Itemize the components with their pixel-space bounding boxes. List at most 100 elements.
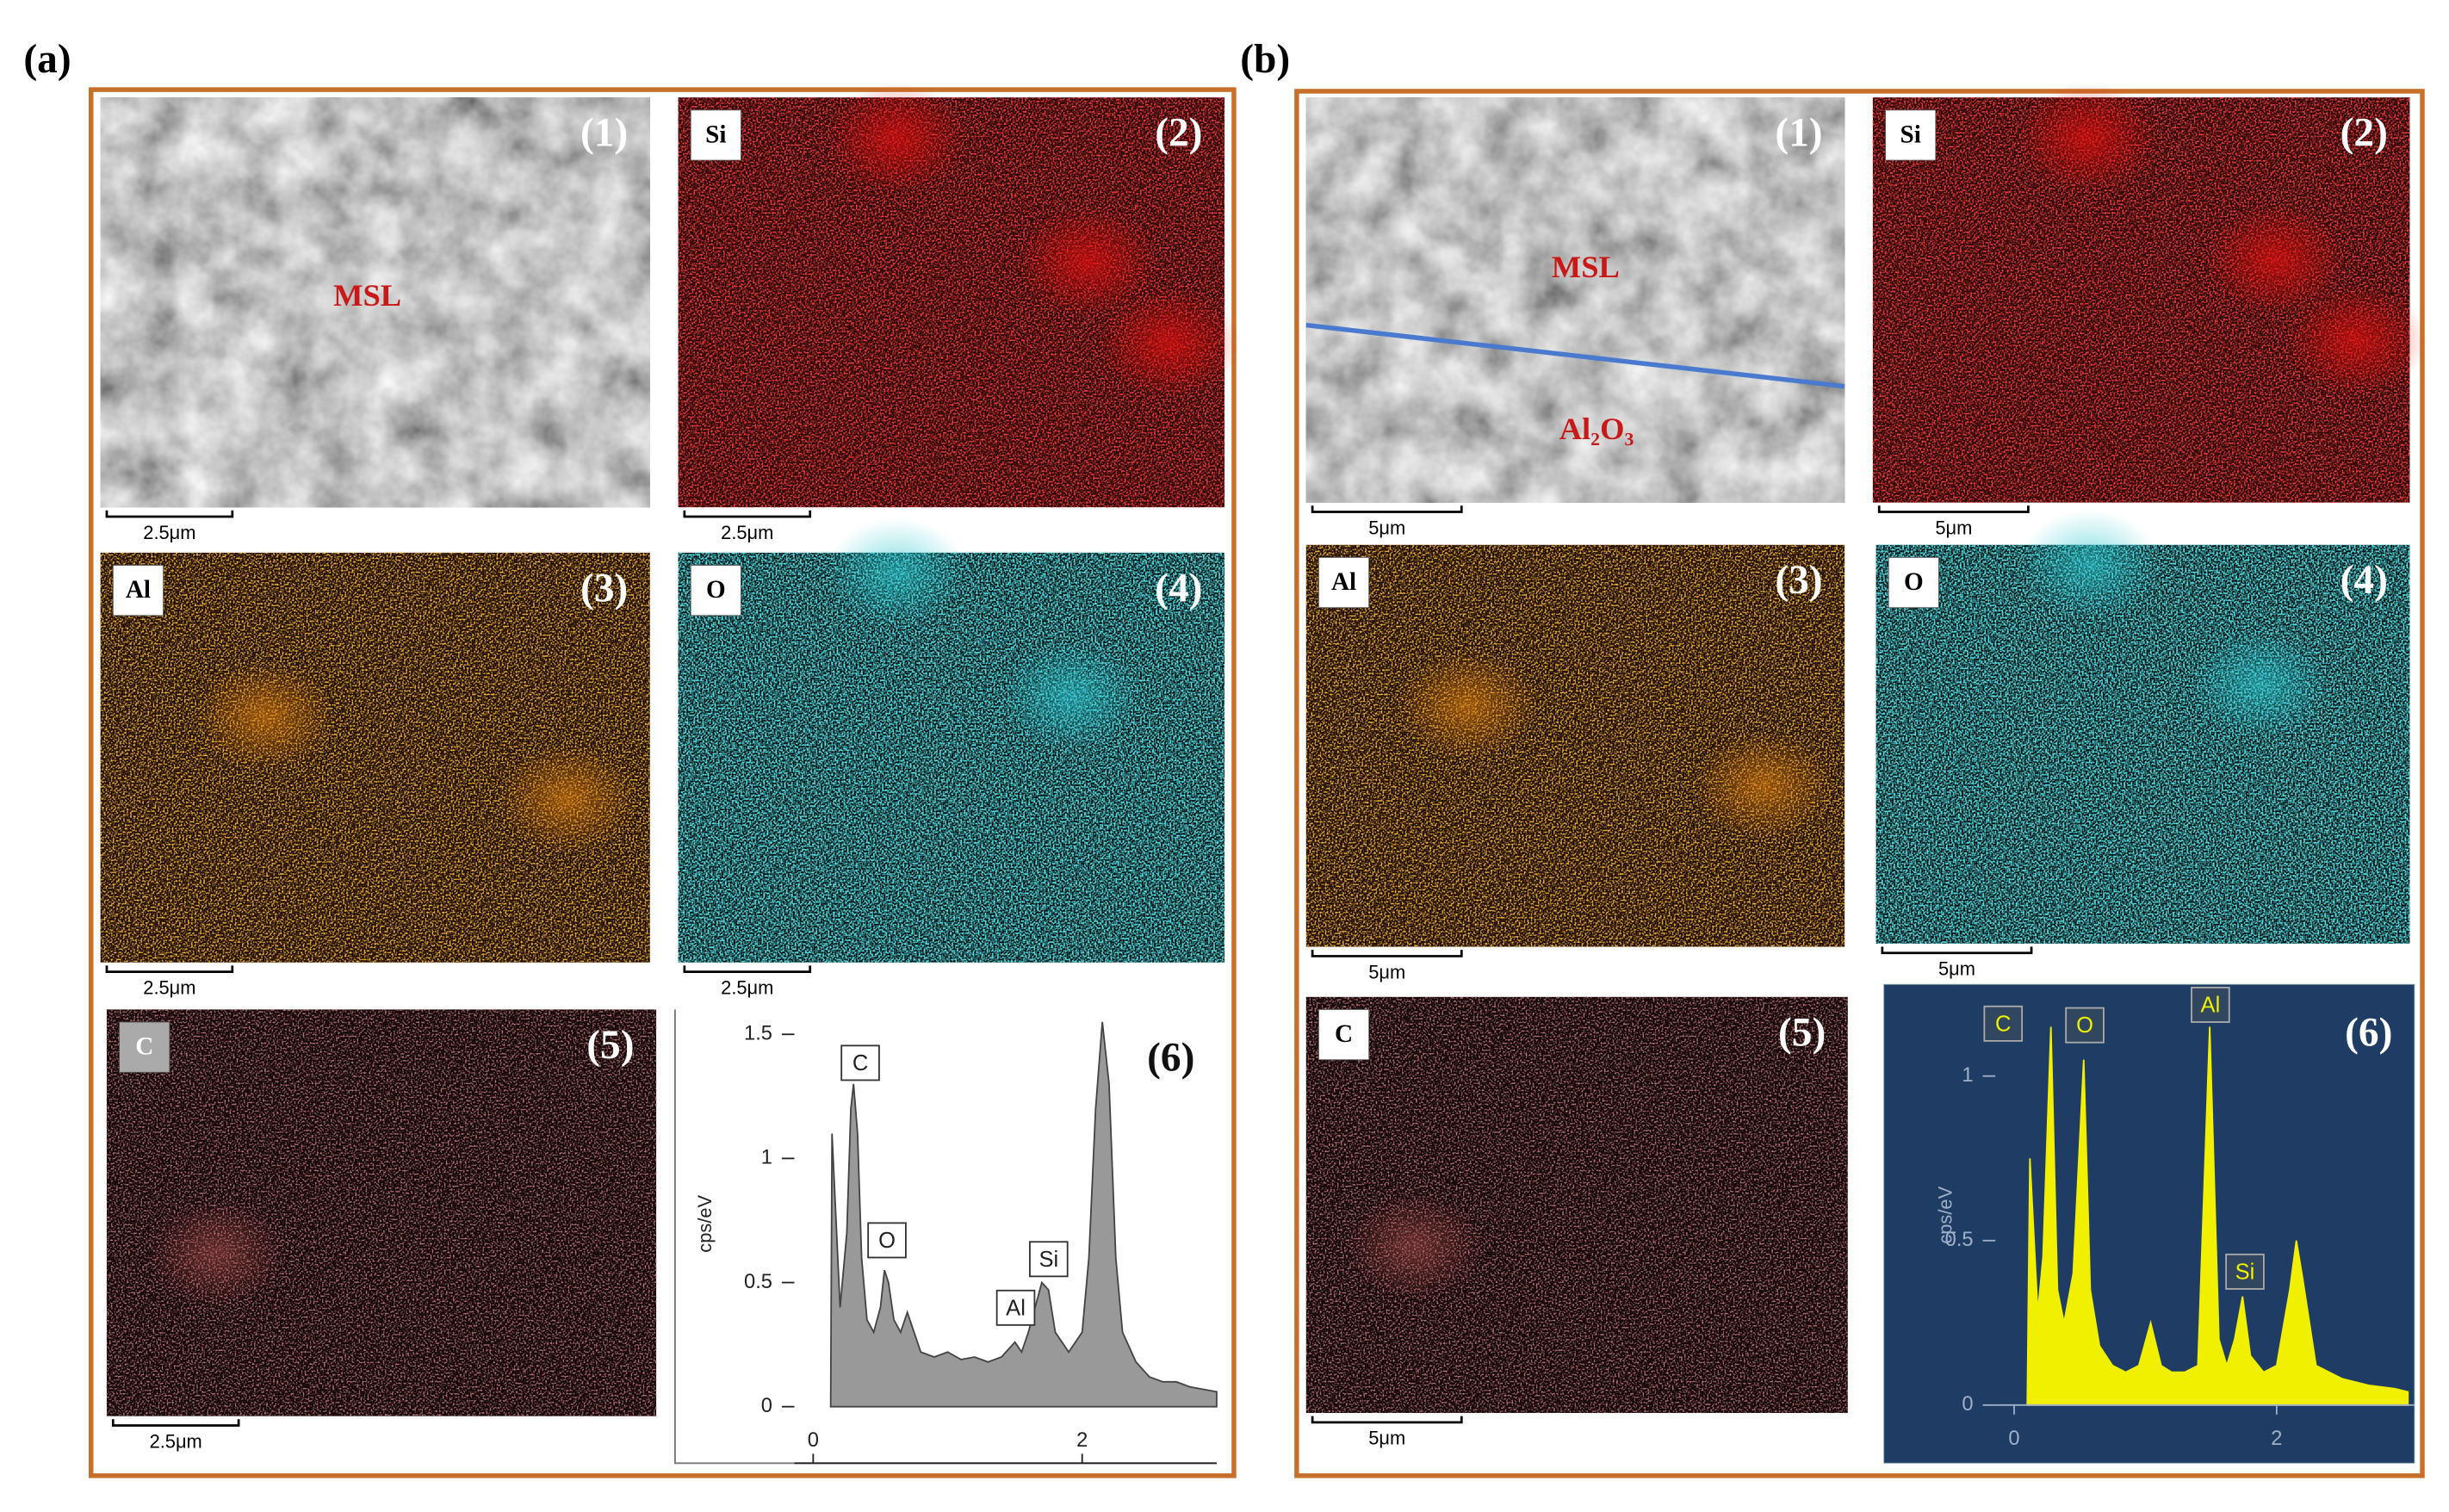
element-label: Al: [126, 576, 151, 604]
y-axis-label: cps/eV: [1934, 1186, 1956, 1243]
peak-box: [2065, 1007, 2105, 1044]
scale-label: 2.5μm: [150, 1430, 202, 1452]
element-box: [690, 109, 741, 161]
x-tick-label: 0: [808, 1429, 819, 1452]
spectrum-area: [2026, 1026, 2409, 1406]
scale-label: 2.5μm: [143, 977, 195, 999]
image-label: MSL: [333, 278, 401, 313]
y-tick-label: 0.5: [1945, 1229, 1974, 1251]
peak-label: Si: [1038, 1248, 1058, 1272]
scale-bar: [683, 510, 812, 518]
element-label: Al: [1331, 568, 1356, 596]
subpanel-number: (3): [580, 566, 628, 610]
peak-label: Al: [1006, 1296, 1026, 1320]
sem-image: [1305, 97, 1845, 503]
peak-box: [2225, 1253, 2265, 1290]
element-box: [1318, 1008, 1370, 1061]
hotspot: [2285, 285, 2427, 396]
image-label: Al₂O₃: [1559, 412, 1634, 446]
element-box: [690, 565, 741, 617]
peak-label: Si: [2235, 1260, 2255, 1284]
element-box: [112, 565, 164, 617]
y-tick-label: 1.5: [744, 1023, 772, 1045]
x-tick-label: 2: [1076, 1429, 1088, 1452]
peak-label: O: [878, 1229, 896, 1253]
scale-label: 2.5μm: [143, 522, 195, 543]
scale-bar: [683, 965, 812, 974]
interface-line: [1305, 322, 1845, 389]
element-label: Si: [705, 121, 726, 148]
subpanel-number: (3): [1775, 558, 1822, 603]
hotspot: [1017, 206, 1159, 317]
map-noise: [678, 552, 1224, 963]
subpanel-number: (5): [586, 1023, 634, 1068]
panel-frame: [1294, 89, 2425, 1478]
subpanel-number: (4): [2340, 558, 2388, 603]
hotspot: [1343, 1191, 1485, 1302]
element-box: [1885, 109, 1937, 161]
element-box: [119, 1021, 170, 1073]
y-axis-label: cps/eV: [694, 1194, 716, 1252]
scale-label: 5μm: [1938, 958, 1975, 980]
scale-label: 5μm: [1368, 1428, 1405, 1449]
hotspot: [1397, 650, 1539, 761]
x-tick-label: 0: [2008, 1428, 2019, 1450]
peak-label: O: [2076, 1013, 2093, 1038]
peak-box: [1029, 1241, 1069, 1278]
scale-bar: [1311, 950, 1463, 957]
hotspot: [2017, 83, 2159, 194]
hotspot: [1693, 731, 1835, 841]
hotspot: [826, 517, 968, 629]
hotspot: [2018, 510, 2161, 620]
element-box: [1318, 556, 1370, 609]
peak-box: [867, 1222, 907, 1259]
peak-box: [840, 1044, 880, 1081]
hotspot: [1001, 641, 1143, 752]
image-label: MSL: [1552, 250, 1620, 284]
scale-bar: [105, 965, 234, 974]
sem-image: [100, 97, 650, 508]
subpanel-number: (5): [1778, 1010, 1826, 1055]
peak-box: [995, 1289, 1036, 1326]
scale-bar: [105, 510, 234, 518]
y-tick-label: 0: [1962, 1393, 1973, 1416]
subpanel-number: (2): [2340, 111, 2388, 156]
scale-label: 5μm: [1368, 517, 1405, 538]
panel-frame: [89, 87, 1237, 1478]
peak-box: [1983, 1005, 2024, 1042]
subpanel-number: (4): [1155, 566, 1202, 610]
hotspot: [2189, 629, 2331, 740]
y-tick-label: 1: [761, 1147, 772, 1169]
hotspot: [146, 1198, 288, 1309]
hotspot: [2204, 204, 2347, 315]
scale-label: 2.5μm: [721, 522, 773, 543]
panel-label: (b): [1240, 37, 1290, 82]
peak-label: C: [852, 1051, 868, 1075]
scale-label: 2.5μm: [721, 977, 773, 999]
scale-bar: [1311, 1416, 1463, 1424]
element-label: O: [1904, 568, 1924, 596]
subpanel-number: (2): [1155, 111, 1202, 156]
y-tick-label: 0.5: [744, 1271, 772, 1293]
element-label: C: [1335, 1020, 1353, 1048]
map-noise: [1876, 544, 2410, 944]
subpanel-number: (6): [2345, 1010, 2392, 1055]
scale-bar: [111, 1419, 240, 1427]
hotspot: [497, 743, 639, 854]
peak-label: Al: [2201, 994, 2221, 1018]
subpanel-number: (1): [1775, 111, 1822, 156]
element-box: [1888, 556, 1939, 609]
spectrum-area: [829, 1021, 1218, 1408]
scale-bar: [1881, 946, 2033, 955]
y-tick-label: 0: [761, 1395, 772, 1417]
subpanel-number: (1): [580, 111, 628, 156]
hotspot: [826, 83, 968, 194]
element-label: C: [135, 1033, 153, 1061]
element-label: O: [706, 576, 726, 604]
subpanel-number: (6): [1147, 1035, 1194, 1080]
hotspot: [1099, 288, 1241, 399]
panel-label: (a): [23, 37, 71, 82]
x-tick-label: 2: [2271, 1428, 2282, 1450]
